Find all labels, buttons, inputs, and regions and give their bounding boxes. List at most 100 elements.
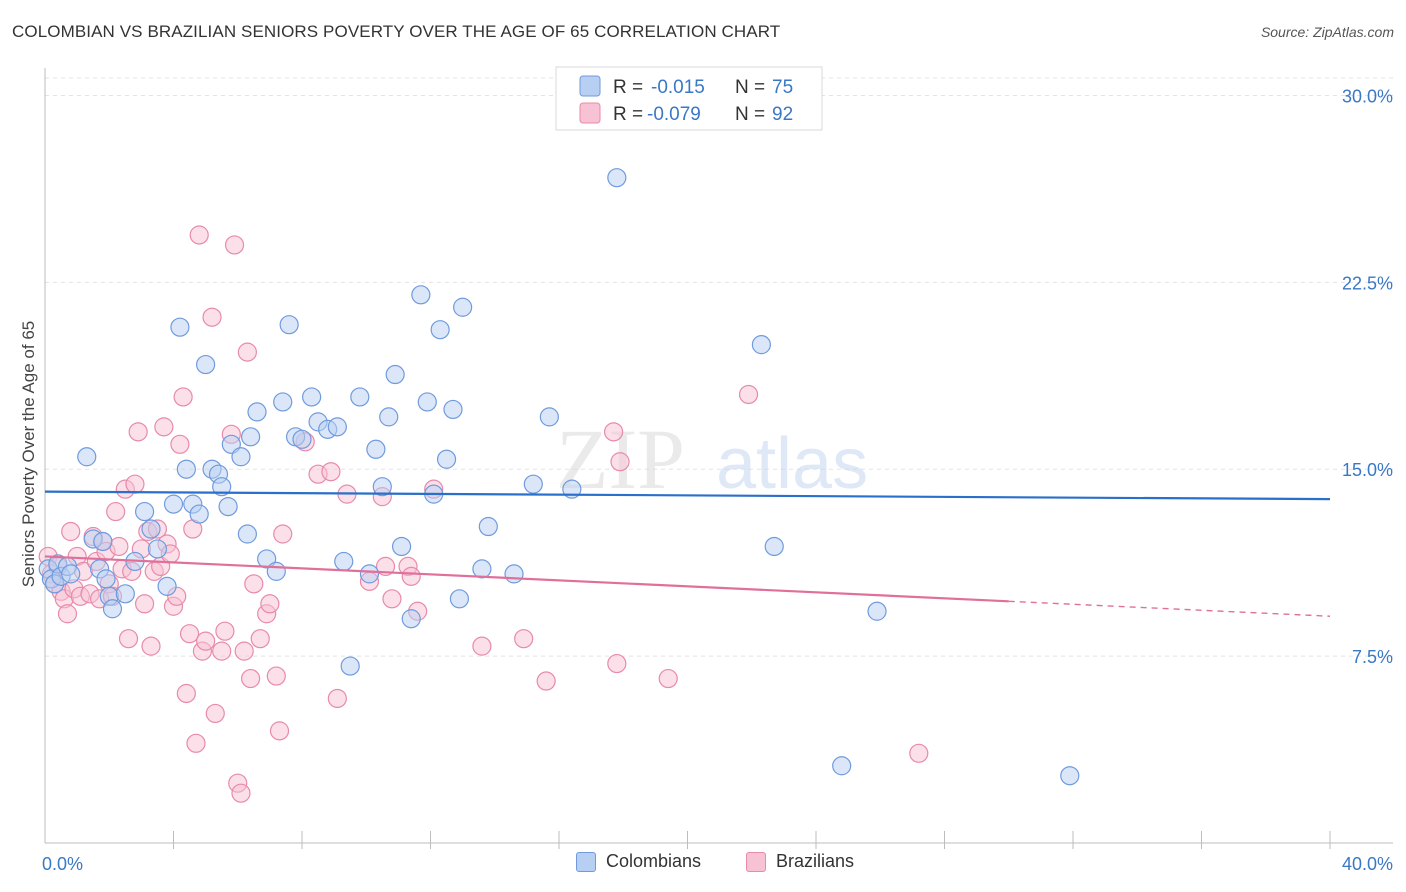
y-tick-label-0: 7.5% [1352,647,1393,667]
brazilians-point-56 [231,783,251,803]
colombians-point-18 [147,539,168,559]
legend-swatch-colombians [576,851,596,872]
colombians-point-25 [196,354,216,375]
colombians-point-24 [189,504,209,524]
brazilians-point-74 [375,556,396,577]
colombians-point-14 [115,584,135,604]
stats-legend: R = -0.015 N = 75 R = -0.079 N = 92 [555,66,823,131]
brazilians-point-40 [170,434,190,454]
brazilians-point-85 [607,653,627,674]
brazilians-point-42 [176,683,196,704]
colombians-point-65 [504,564,524,584]
colombians-point-13 [102,599,123,619]
brazilians-point-82 [536,671,556,691]
colombians-point-37 [273,392,293,412]
brazilians-point-24 [118,629,139,649]
colombians-point-59 [436,449,457,469]
colombians-point-10 [93,531,113,552]
brazilians-point-29 [134,594,155,614]
watermark: ZIP atlas [556,411,868,507]
colombians-point-36 [266,561,286,581]
y-tick-label-1: 15.0% [1342,460,1393,480]
colombians-point-22 [176,459,196,479]
legend-n-value-pink: 92 [772,104,793,125]
colombians-point-40 [292,429,312,449]
colombians-point-70 [751,335,771,355]
colombians-point-73 [867,601,887,621]
brazilians-point-61 [250,629,270,649]
colombians-point-44 [327,417,347,437]
legend-r-value-pink: -0.079 [647,104,701,125]
brazilians-point-20 [106,501,126,522]
brazilians-point-69 [321,462,341,482]
colombians-point-54 [401,609,421,629]
colombians-point-55 [411,285,431,305]
brazilians-point-6 [57,604,78,624]
brazilians-point-88 [909,743,929,763]
brazilians-point-50 [205,703,225,724]
colombians-point-32 [237,524,257,544]
colombians-point-56 [417,392,437,412]
colombians-point-50 [372,477,392,497]
brazilians-point-58 [237,342,257,362]
brazilians-point-21 [109,536,129,557]
brazilians-point-84 [610,452,630,472]
brazilians-point-57 [234,641,254,661]
brazilians-point-31 [141,636,161,656]
colombians-point-41 [302,387,322,407]
colombians-point-49 [366,439,386,459]
brazilians-point-75 [382,589,402,609]
tick-labels: 7.5% 15.0% 22.5% 30.0% 0.0% 40.0% [42,86,1393,874]
y-tick-label-2: 22.5% [1342,273,1393,293]
colombians-point-51 [379,407,399,427]
colombians-point-52 [385,364,405,385]
colombians-trend [44,490,1331,501]
colombians-point-64 [478,516,498,537]
brazilians-point-65 [269,721,290,741]
brazilians-point-49 [202,307,222,327]
brazilians-trend-solid [44,555,1009,603]
legend-n-label-blue: N = [735,77,765,98]
legend-label-colombians: Colombians [606,851,702,871]
colombians-point-19 [157,576,177,596]
brazilians-point-59 [241,668,261,689]
legend-n-value-blue: 75 [772,77,793,98]
x-tick-label-1: 40.0% [1342,854,1393,874]
colombians-point-28 [212,477,232,497]
x-tick-label-0: 0.0% [42,854,83,874]
legend-item-colombians: Colombians [576,851,701,872]
legend-r-value-blue: -0.015 [651,77,705,98]
brazilians-point-64 [266,666,286,686]
brazilians-point-48 [196,631,216,651]
y-axis-label: Seniors Poverty Over the Age of 65 [19,321,38,587]
brazilians-point-51 [212,641,232,661]
brazilians-point-81 [514,629,534,649]
chart-title: COLOMBIAN VS BRAZILIAN SENIORS POVERTY O… [12,22,781,41]
brazilians-point-43 [179,624,200,644]
brazilians-point-52 [215,621,235,641]
brazilians-point-26 [125,474,145,494]
colombians-point-11 [96,569,116,589]
source-label: Source: ZipAtlas.com [1260,24,1394,40]
brazilians-point-35 [154,417,174,437]
colombians-point-47 [350,387,370,407]
colombians-point-72 [832,756,852,776]
legend-swatch-blue [579,75,601,97]
colombians-point-62 [453,297,473,317]
legend-item-brazilians: Brazilians [746,851,854,872]
gridlines [45,77,1393,657]
colombians-point-7 [77,447,97,467]
brazilians-point-60 [244,574,264,594]
legend-r-label-pink: R = [613,104,643,125]
colombians-point-66 [523,474,543,494]
legend-swatch-pink [579,102,601,124]
colombians-point-58 [430,320,450,340]
brazilians-point-27 [128,422,148,442]
colombians-point-20 [163,494,184,514]
watermark-atlas: atlas [716,424,868,504]
brazilians-point-80 [472,636,492,656]
bottom-legend: Colombians Brazilians [0,851,1406,877]
colombians-point-69 [607,168,627,188]
colombians-point-63 [472,559,492,579]
colombians-point-16 [134,501,155,522]
